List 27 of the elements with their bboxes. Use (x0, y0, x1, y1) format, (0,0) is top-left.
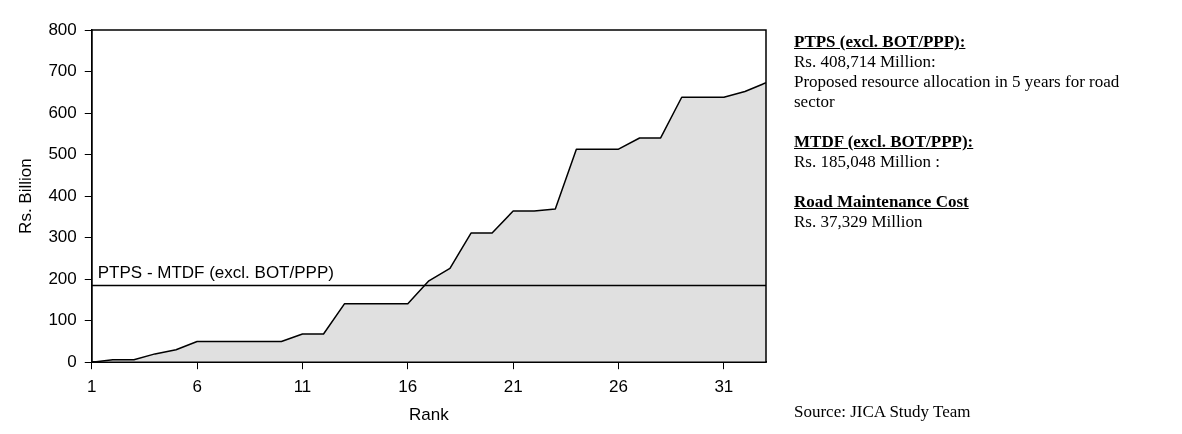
source-note: Source: JICA Study Team (794, 402, 971, 422)
text: Proposed resource allocation in 5 years for road sector (794, 72, 1121, 112)
y-tick-label: 100 (48, 310, 77, 330)
y-tick-label: 800 (48, 19, 77, 39)
x-tick-label: 31 (714, 377, 734, 397)
x-axis-title: Rank (409, 405, 450, 425)
y-tick-label: 500 (48, 144, 77, 164)
x-tick-label: 26 (609, 377, 628, 397)
text: Rs. 37,329 Million (794, 212, 924, 232)
text: Rs. 185,048 Million : (794, 152, 941, 172)
text: MTDF (excl. BOT/PPP): (794, 132, 975, 152)
text: Road Maintenance Cost (794, 192, 970, 212)
y-tick-label: 0 (67, 351, 77, 371)
y-tick-label: 600 (48, 102, 77, 122)
y-tick-label: 200 (48, 268, 77, 288)
x-tick-label: 6 (192, 377, 202, 397)
y-tick-label: 700 (48, 61, 77, 81)
text: PTPS (excl. BOT/PPP): (794, 32, 967, 52)
x-tick-label: 16 (398, 377, 418, 397)
y-axis-title: Rs. Billion (15, 158, 35, 234)
y-tick-label: 300 (48, 227, 77, 247)
x-tick-label: 11 (293, 377, 312, 397)
x-tick-label: 1 (87, 377, 97, 397)
ref-line-label: PTPS - MTDF (excl. BOT/PPP) (97, 262, 334, 282)
x-tick-label: 21 (503, 377, 523, 397)
text: Rs. 408,714 Million: (794, 52, 937, 72)
y-tick-label: 400 (48, 185, 77, 205)
